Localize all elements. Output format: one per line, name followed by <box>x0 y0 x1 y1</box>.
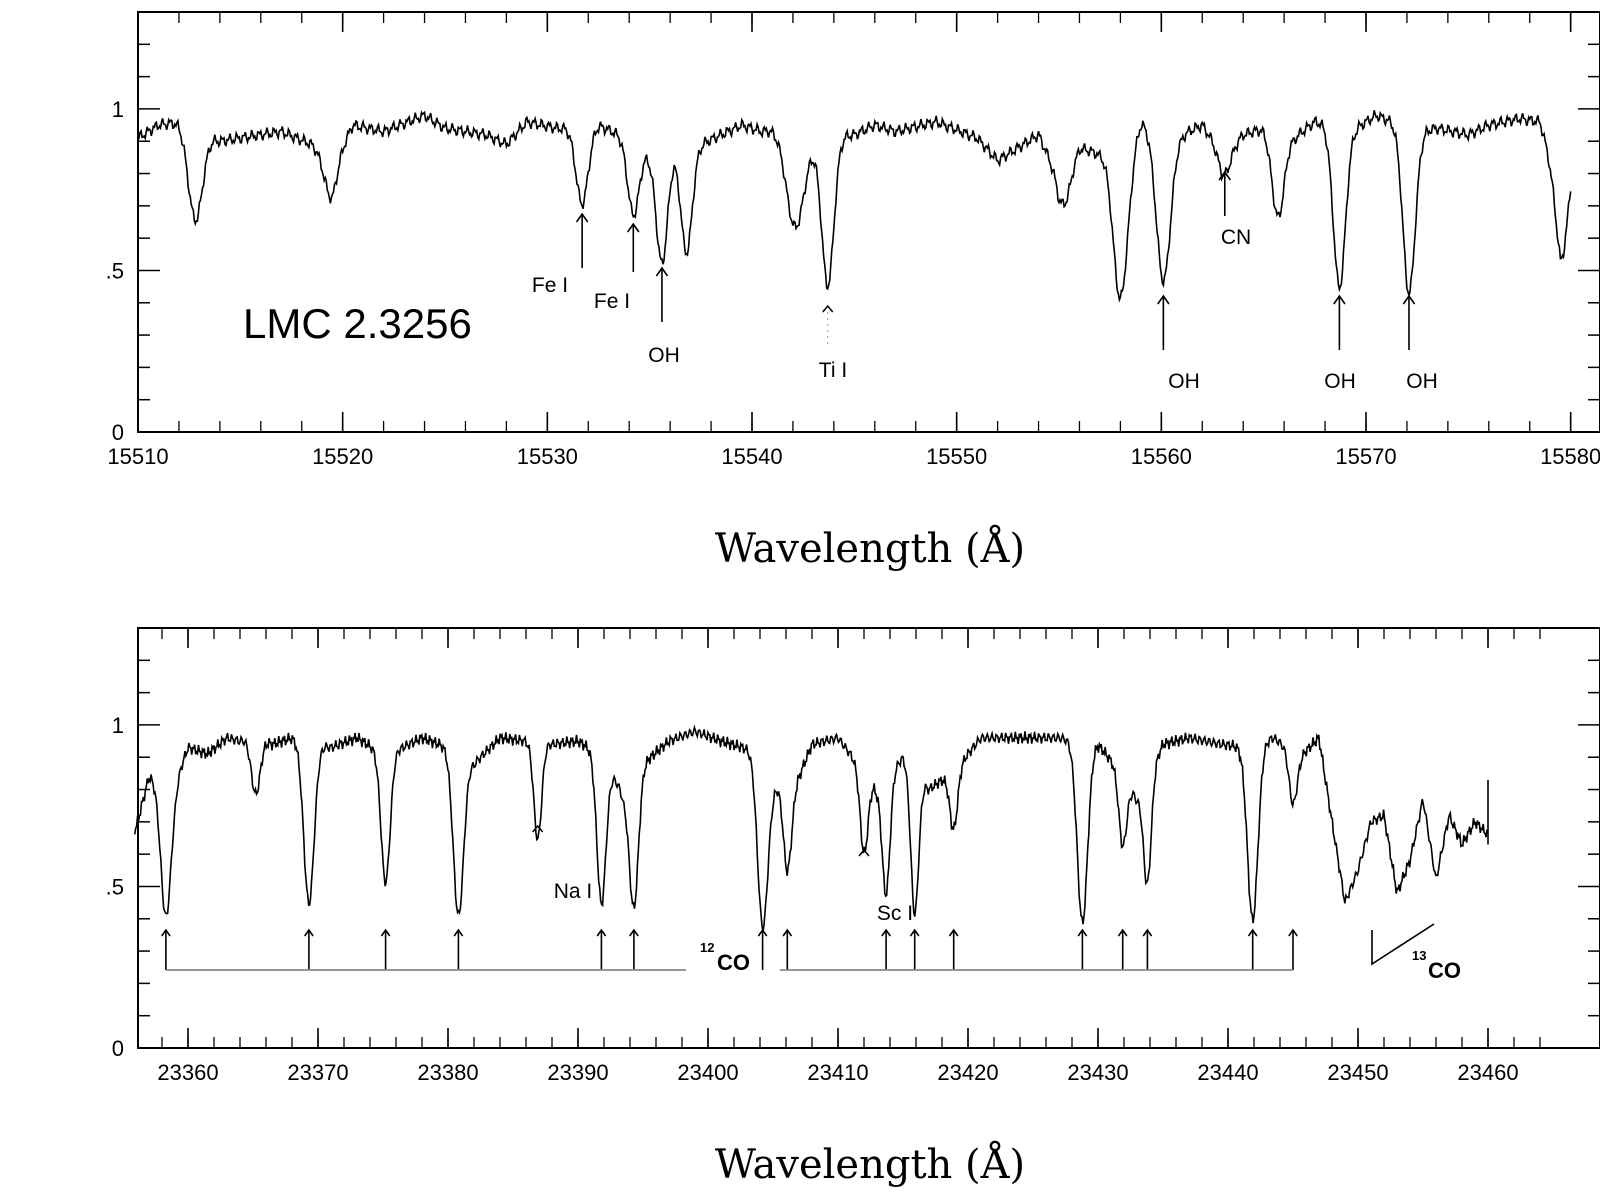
top-x-tick-label: 15580 <box>1540 444 1600 469</box>
co12-arrow-3-head <box>453 928 464 937</box>
top-x-tick-label: 15510 <box>107 444 168 469</box>
top-x-tick-label: 15570 <box>1335 444 1396 469</box>
co12-arrow-5-head <box>629 928 639 937</box>
top-id-oh-6-label: OH <box>1324 370 1356 393</box>
top-id-fei-0-label: Fe I <box>532 274 568 297</box>
bottom-x-tick-label: 23420 <box>937 1060 998 1085</box>
bottom-x-tick-label: 23440 <box>1197 1060 1258 1085</box>
bottom-x-tick-label: 23460 <box>1457 1060 1518 1085</box>
bottom-y-tick-label: 1 <box>112 713 124 738</box>
bottom-axis-ticks: 23360 23370 23380 23390 23400 23410 23420 23430… <box>106 627 1600 1085</box>
top-id-oh-2-label: OH <box>648 344 680 367</box>
top-id-tii-3-caret <box>822 304 834 313</box>
top-y-tick-label: 1 <box>112 97 124 122</box>
co13-label: CO <box>1428 958 1461 983</box>
co12-arrow-0-head <box>161 928 171 937</box>
co13-superscript: 13 <box>1412 948 1426 963</box>
co12-arrow-14-head <box>1247 928 1258 937</box>
co12-arrow-1-head <box>304 928 314 937</box>
bottom-x-tick-label: 23370 <box>287 1060 348 1085</box>
co12-arrow-8-head <box>881 928 891 937</box>
bottom-id-sci-1-caret <box>858 848 870 857</box>
top-id-fei-1-arrow-head <box>627 222 640 233</box>
top-x-tick-label: 15560 <box>1131 444 1192 469</box>
bottom-plot-frame <box>137 627 1600 1049</box>
co12-arrow-13-head <box>1142 928 1153 937</box>
top-x-tick-label: 15550 <box>926 444 987 469</box>
bottom-x-tick-label: 23390 <box>547 1060 608 1085</box>
bottom-spectrum-line <box>133 724 1489 932</box>
top-id-fei-1-label: Fe I <box>594 290 630 313</box>
bottom-x-tick-label: 23380 <box>417 1060 478 1085</box>
bottom-id-nai-0-label: Na I <box>554 880 593 903</box>
co13-bandhead-marker <box>1371 923 1435 966</box>
bottom-x-tick-label: 23450 <box>1327 1060 1388 1085</box>
bottom-x-axis-label: Wavelength (Å) <box>715 1141 1025 1188</box>
top-id-oh-4-label: OH <box>1168 370 1200 393</box>
co12-arrow-9-head <box>909 928 920 937</box>
top-id-fei-0-arrow-head <box>575 212 589 223</box>
co12-arrow-12-head <box>1117 928 1128 937</box>
top-id-oh-7-arrow-head <box>1402 294 1416 305</box>
top-x-axis-label: Wavelength (Å) <box>715 525 1025 572</box>
co12-arrow-4-head <box>596 928 607 937</box>
top-id-tii-3-label: Ti I <box>819 359 847 382</box>
top-axis-ticks: 15510 15520 15530 15540 15550 15560 15570 15580… <box>106 11 1600 469</box>
top-x-tick-label: 15520 <box>312 444 373 469</box>
top-x-tick-label: 15530 <box>517 444 578 469</box>
top-spectrum-line <box>137 110 1572 303</box>
top-spectrum-panel: 15510 15520 15530 15540 15550 15560 15570 15580… <box>106 11 1600 572</box>
top-id-oh-2-arrow-head <box>655 266 669 277</box>
co12-superscript: 12 <box>700 940 714 955</box>
top-id-oh-6-arrow-head <box>1333 294 1346 305</box>
bottom-x-tick-label: 23400 <box>677 1060 738 1085</box>
co12-arrow-15-head <box>1288 928 1298 937</box>
co12-arrow-7-head <box>782 928 793 937</box>
top-y-tick-label: .5 <box>106 258 124 283</box>
co12-arrow-10-head <box>948 928 959 937</box>
top-id-oh-7-label: OH <box>1406 370 1438 393</box>
co12-arrow-6-head <box>757 928 768 937</box>
bottom-spectrum-panel: 23360 23370 23380 23390 23400 23410 23420 23430… <box>106 627 1600 1188</box>
top-x-tick-label: 15540 <box>721 444 782 469</box>
star-name-label: LMC 2.3256 <box>243 300 472 347</box>
top-id-cn-5-label: CN <box>1221 226 1251 249</box>
bottom-id-sci-1-label: Sc I <box>877 902 913 925</box>
co12-arrow-11-head <box>1077 928 1088 937</box>
top-line-identifications: Fe I Fe I OH Ti I OH CN OH OH <box>532 170 1438 393</box>
co12-label: CO <box>717 950 750 975</box>
top-id-cn-5-arrow-head <box>1218 170 1232 181</box>
top-id-oh-4-arrow-head <box>1157 294 1170 305</box>
bottom-x-tick-label: 23360 <box>157 1060 218 1085</box>
bottom-y-tick-label: .5 <box>106 874 124 899</box>
bottom-x-tick-label: 23430 <box>1067 1060 1128 1085</box>
bottom-y-tick-label: 0 <box>112 1036 124 1061</box>
bottom-id-nai-0-caret <box>532 824 544 833</box>
top-plot-frame <box>137 11 1600 433</box>
top-y-tick-label: 0 <box>112 420 124 445</box>
co12-arrow-2-head <box>380 928 391 937</box>
bottom-x-tick-label: 23410 <box>807 1060 868 1085</box>
